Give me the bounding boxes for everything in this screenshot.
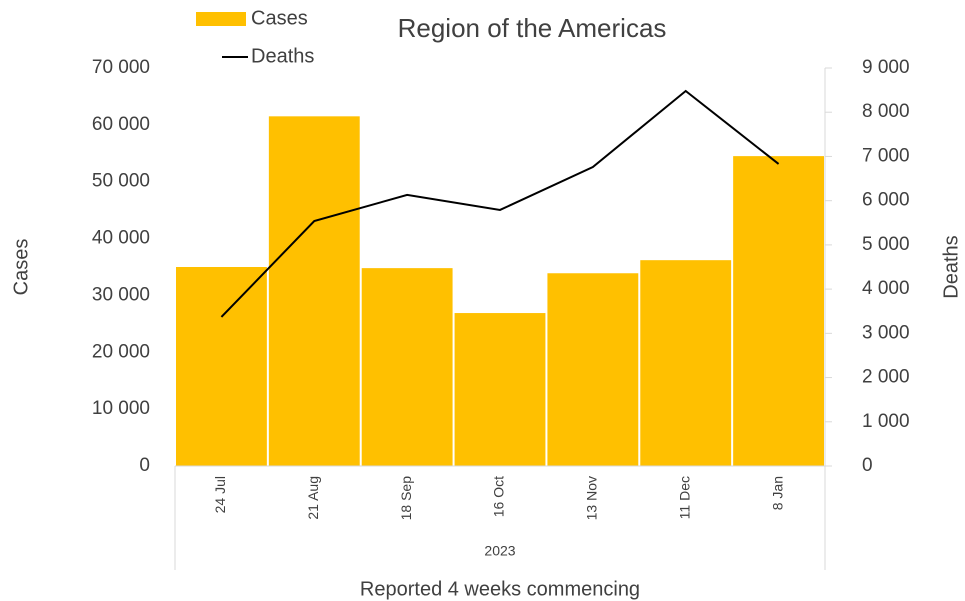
y-tick-label: 10 000 [92,398,150,419]
x-axis-title: Reported 4 weeks commencing [360,578,640,600]
y-tick-label: 50 000 [92,171,150,192]
y2-tick-label: 2 000 [862,367,910,388]
y2-tick-label: 4 000 [862,278,910,299]
x-tick-label: 13 Nov [584,476,600,520]
y-tick-label: 40 000 [92,228,150,249]
x-tick-label: 11 Dec [676,476,692,519]
bar [361,268,453,466]
bar [733,156,824,466]
bar [640,260,732,466]
x-tick-label: 8 Jan [769,476,785,510]
y2-tick-label: 3 000 [862,322,910,343]
bar [547,273,639,466]
y-tick-label: 20 000 [92,341,150,362]
legend-label: Deaths [251,45,314,67]
line [220,89,780,318]
y-tick-label: 30 000 [92,284,150,305]
y-axis-title: Cases [10,239,32,296]
x-tick-label: 21 Aug [305,476,321,520]
bar [454,313,546,466]
x-tick-label: 24 Jul [212,476,228,513]
y-tick-label: 70 000 [92,57,150,78]
legend-label: Cases [251,7,308,29]
x-tick-label: 18 Sep [398,476,414,521]
x-tick-label: 16 Oct [491,476,507,517]
bar [268,116,360,466]
y2-tick-label: 8 000 [862,101,910,122]
bar [176,267,267,466]
y-tick-label: 60 000 [92,114,150,135]
y2-axis-title: Deaths [940,235,962,298]
y2-tick-label: 0 [862,455,873,476]
y2-tick-label: 6 000 [862,190,910,211]
group-label: 2023 [484,543,515,559]
y2-tick-label: 9 000 [862,57,910,78]
y-tick-label: 0 [139,455,150,476]
y2-tick-label: 1 000 [862,411,910,432]
y2-tick-label: 5 000 [862,234,910,255]
legend-swatch [196,12,246,26]
chart-title: Region of the Americas [398,13,667,43]
y2-tick-label: 7 000 [862,145,910,166]
